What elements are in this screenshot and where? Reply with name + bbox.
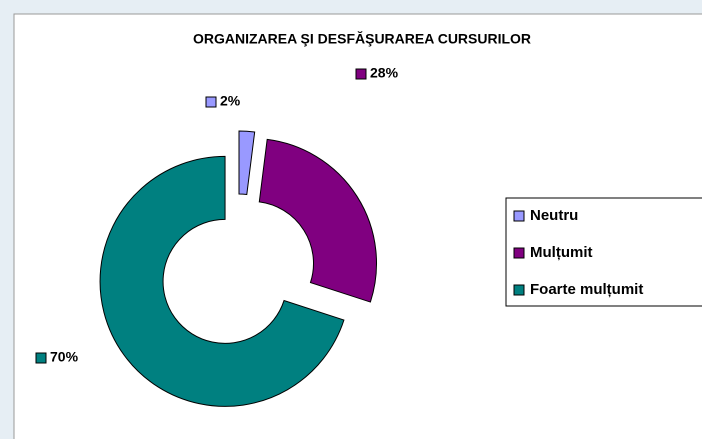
data-label: 2% [220,93,241,109]
legend-swatch [513,247,525,259]
legend-label: Foarte mulțumit [530,281,643,298]
slice [99,155,345,407]
legend-swatch [513,284,525,296]
chart-title: ORGANIZAREA ŞI DESFĂŞURAREA CURSURILOR [193,31,531,47]
data-label: 70% [50,349,79,365]
legend-box [505,197,702,307]
legend-label: Neutru [530,207,578,224]
label-swatch [205,96,217,108]
legend-label: Mulțumit [530,244,592,261]
label-swatch [355,68,367,80]
legend-swatch [513,210,525,222]
label-swatch [35,352,47,364]
slice [238,130,256,196]
slice [258,138,377,303]
data-label: 28% [370,65,399,81]
